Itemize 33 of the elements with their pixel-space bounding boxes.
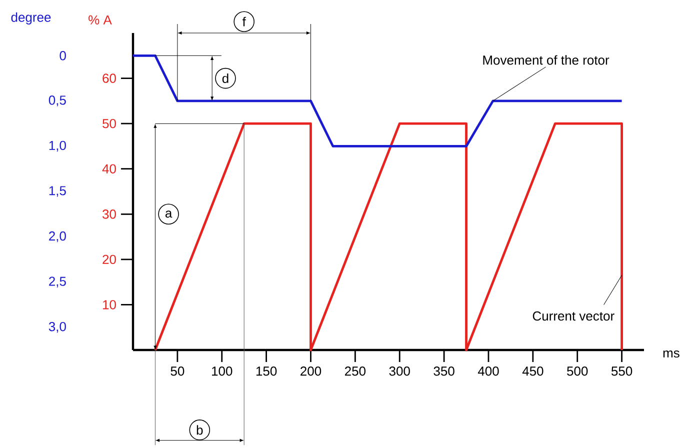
x-tick-label: 450 [522,366,544,376]
y-axis-title: % A [88,15,112,24]
y2-tick-label: 2,5 [49,276,66,288]
y2-tick-label: 2,0 [49,231,66,242]
text: Movement of the rotor [483,55,610,65]
x-tick-label: 550 [611,366,632,376]
x-tick-label: 150 [256,366,277,376]
y-tick-label: 40 [102,164,116,174]
annotation: a [165,210,172,218]
x-axis-title: ms [663,350,680,358]
x-tick-label: 300 [389,366,410,376]
x-tick-label: 100 [212,366,232,376]
y-tick-label: 10 [102,300,116,310]
y2-tick-label: 0 [60,51,66,60]
y-tick-label: 50 [102,118,116,128]
y2-tick-label: 1,0 [49,140,66,152]
series-label: Current vector [532,311,614,321]
x-tick-label: 200 [300,366,322,376]
text: f [242,16,246,26]
x-tick-label: 350 [434,366,454,376]
y2-tick-label: 0,5 [48,96,66,106]
x-tick-label: 250 [344,366,366,376]
annotation: d [222,74,228,84]
x-tick-label: 500 [567,366,588,376]
x-tick-label: 50 [170,366,184,376]
text: b [196,425,203,435]
y2-tick-label: 1,5 [49,186,66,197]
y-tick-label: 30 [102,210,116,219]
y-tick-label: 20 [102,254,116,264]
y2-tick-label: 3,0 [48,322,66,333]
x-tick-label: 400 [478,366,499,376]
y-tick-label: 60 [102,74,116,83]
y2-axis-title: degree [11,12,51,24]
